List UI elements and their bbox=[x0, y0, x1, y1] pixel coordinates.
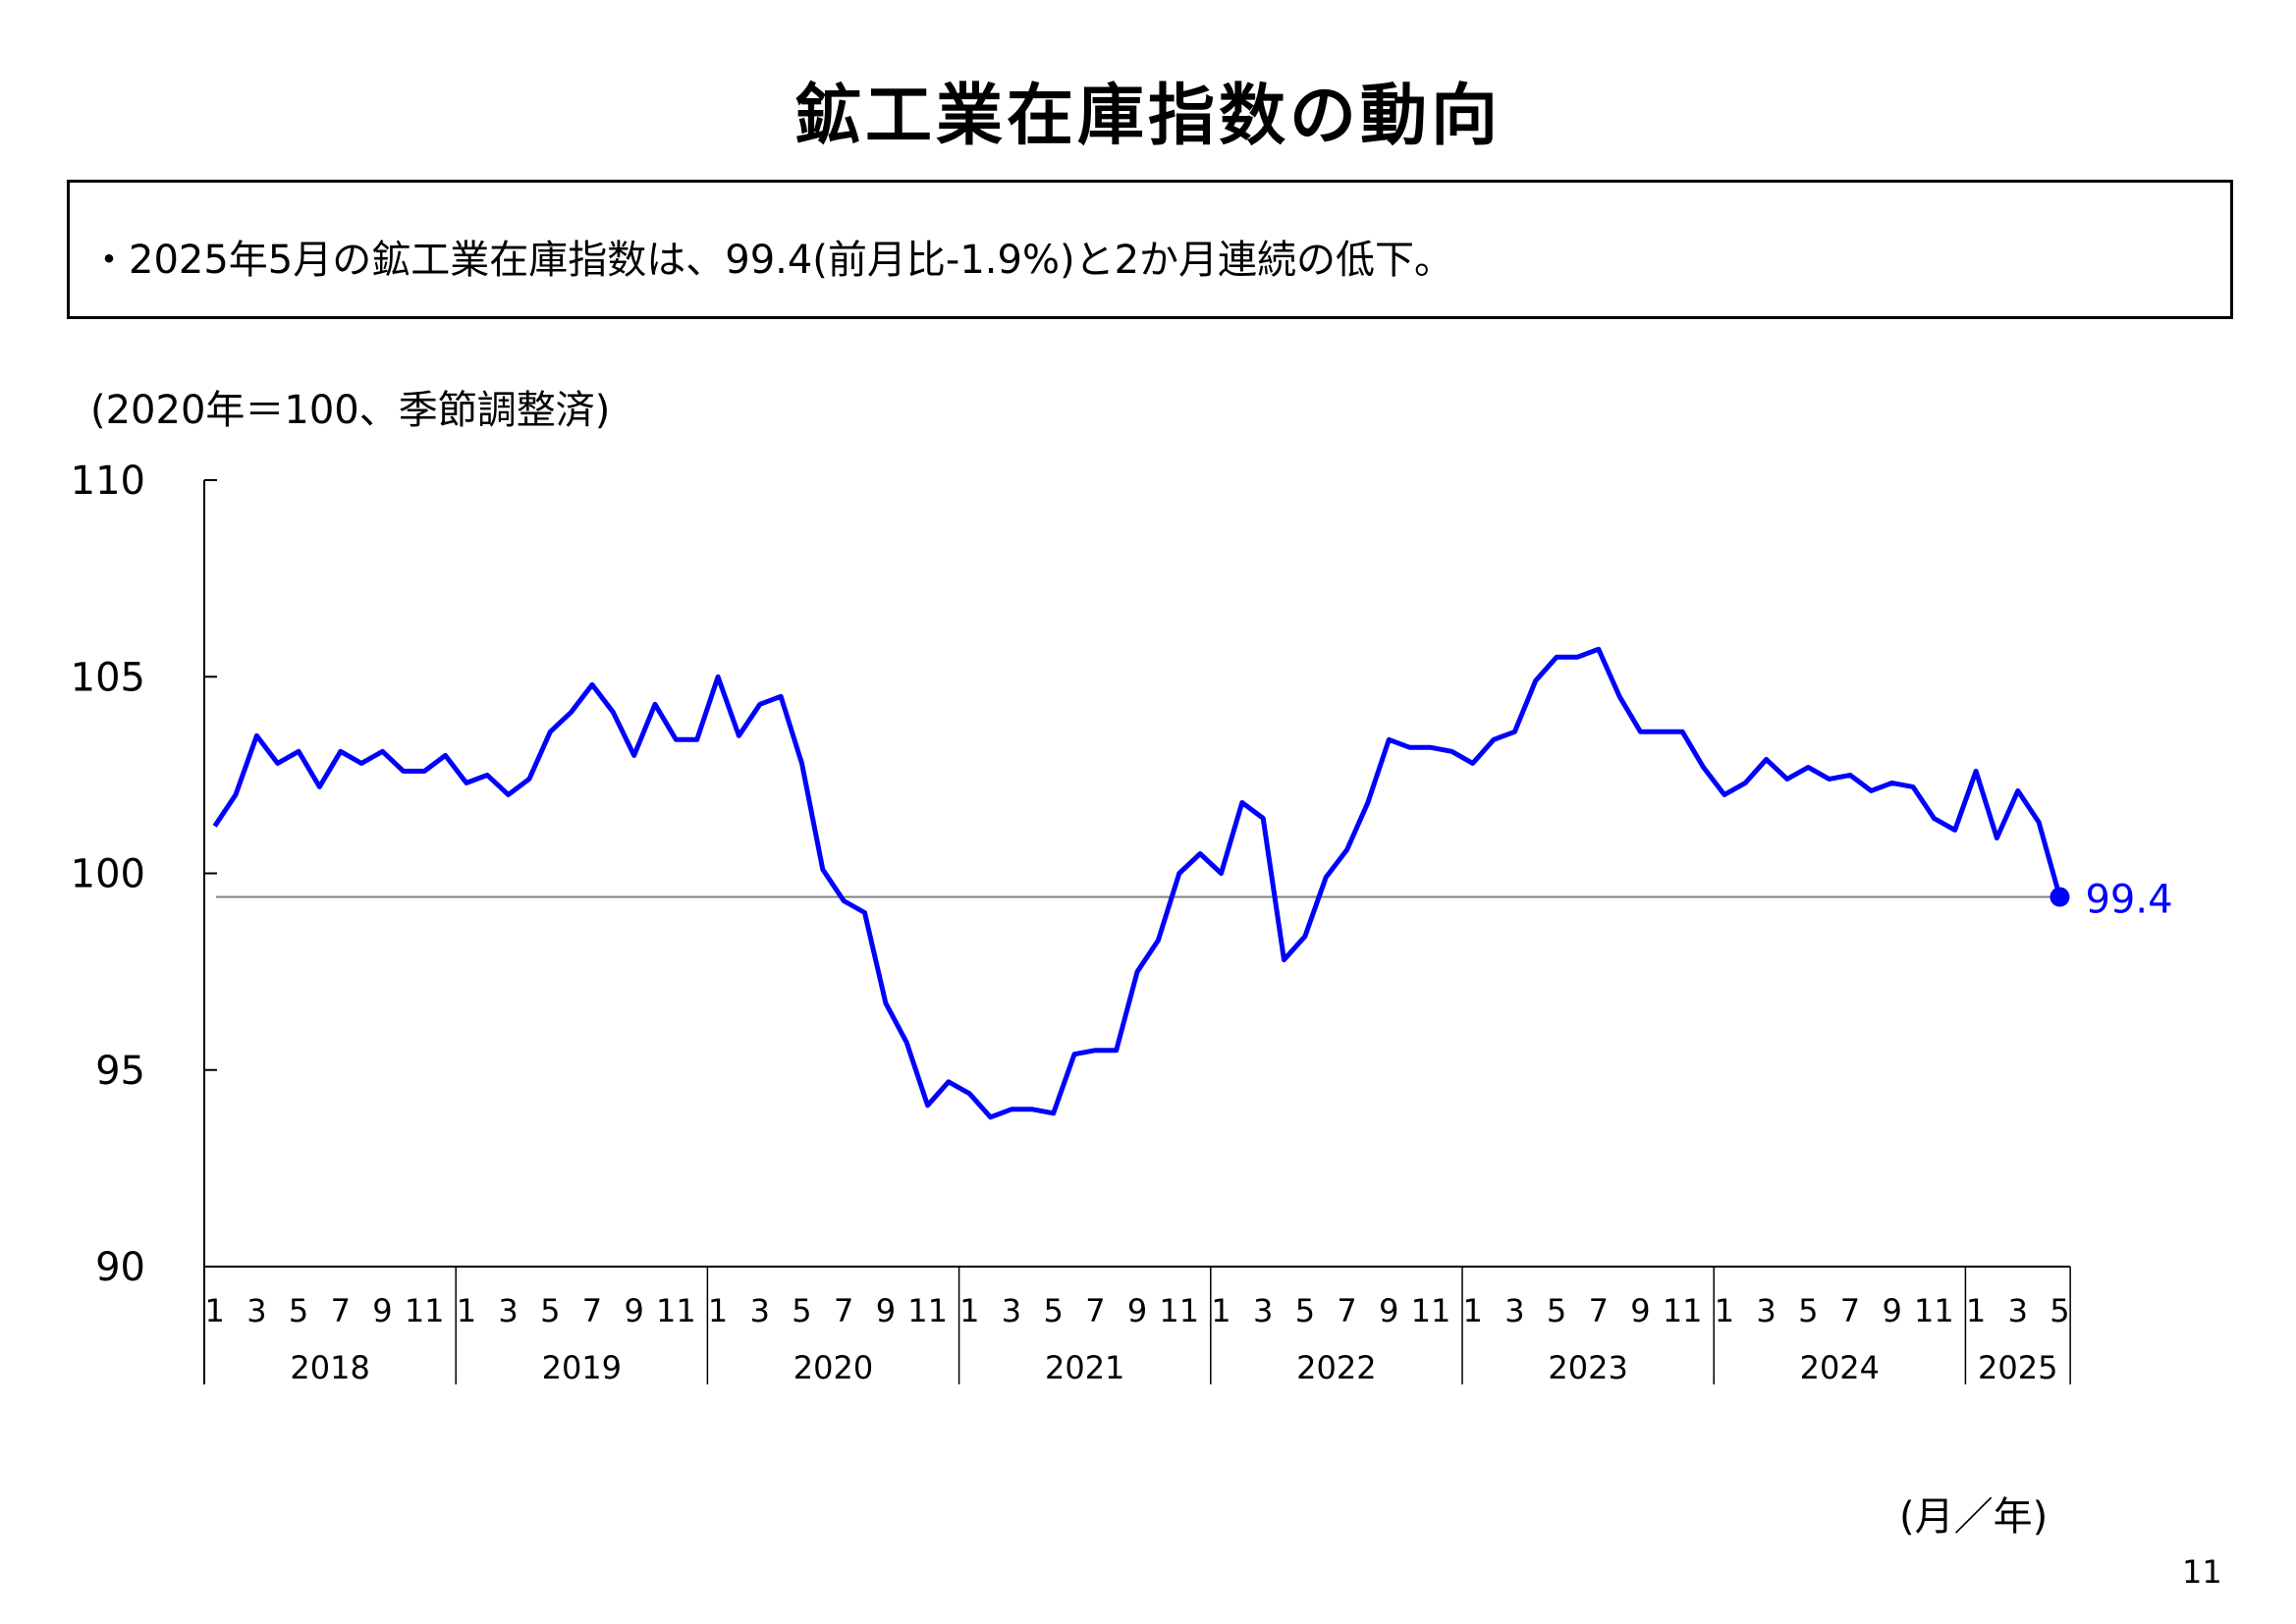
y-axis-unit-label: (2020年＝100、季節調整済) bbox=[90, 388, 611, 433]
month-tick-label: 1 bbox=[959, 1292, 979, 1329]
month-tick-label: 11 bbox=[907, 1292, 948, 1329]
month-tick-label: 1 bbox=[708, 1292, 728, 1329]
month-tick-label: 7 bbox=[1589, 1292, 1609, 1329]
y-tick-label: 110 bbox=[71, 459, 145, 504]
month-tick-label: 3 bbox=[1504, 1292, 1524, 1329]
month-tick-label: 3 bbox=[2008, 1292, 2028, 1329]
month-tick-label: 1 bbox=[1966, 1292, 1986, 1329]
month-tick-label: 3 bbox=[1756, 1292, 1776, 1329]
month-tick-label: 1 bbox=[1211, 1292, 1230, 1329]
series-line bbox=[212, 646, 2062, 1120]
month-tick-label: 1 bbox=[1462, 1292, 1482, 1329]
month-tick-label: 3 bbox=[246, 1292, 266, 1329]
month-tick-label: 5 bbox=[2050, 1292, 2069, 1329]
month-tick-label: 3 bbox=[498, 1292, 518, 1329]
year-label: 2021 bbox=[1045, 1349, 1124, 1386]
month-tick-label: 9 bbox=[876, 1292, 896, 1329]
month-tick-label: 11 bbox=[656, 1292, 696, 1329]
year-label: 2022 bbox=[1296, 1349, 1376, 1386]
year-label: 2024 bbox=[1800, 1349, 1880, 1386]
month-tick-label: 9 bbox=[1882, 1292, 1901, 1329]
summary-text: ・2025年5月の鉱工業在庫指数は、99.4(前月比-1.9%)と2か月連続の低… bbox=[89, 238, 1454, 283]
month-tick-label: 9 bbox=[624, 1292, 643, 1329]
month-tick-label: 11 bbox=[405, 1292, 445, 1329]
month-tick-label: 9 bbox=[1127, 1292, 1147, 1329]
month-tick-label: 9 bbox=[372, 1292, 392, 1329]
month-tick-label: 11 bbox=[1159, 1292, 1199, 1329]
month-tick-label: 7 bbox=[1085, 1292, 1105, 1329]
year-label: 2020 bbox=[793, 1349, 873, 1386]
month-tick-label: 11 bbox=[1663, 1292, 1703, 1329]
y-tick-label: 100 bbox=[71, 852, 145, 897]
year-label: 2025 bbox=[1978, 1349, 2057, 1386]
month-tick-label: 7 bbox=[834, 1292, 853, 1329]
x-axis-unit-label: (月／年) bbox=[1899, 1494, 2049, 1540]
month-tick-label: 5 bbox=[792, 1292, 811, 1329]
month-tick-label: 11 bbox=[1411, 1292, 1451, 1329]
month-tick-label: 11 bbox=[1914, 1292, 1954, 1329]
month-tick-label: 5 bbox=[1043, 1292, 1063, 1329]
summary-box: ・2025年5月の鉱工業在庫指数は、99.4(前月比-1.9%)と2か月連続の低… bbox=[67, 180, 2233, 319]
month-tick-label: 7 bbox=[582, 1292, 602, 1329]
month-tick-label: 5 bbox=[1547, 1292, 1566, 1329]
month-tick-label: 5 bbox=[540, 1292, 560, 1329]
month-tick-label: 3 bbox=[750, 1292, 770, 1329]
month-tick-label: 7 bbox=[331, 1292, 351, 1329]
month-tick-label: 7 bbox=[1840, 1292, 1860, 1329]
page-title: 鉱工業在庫指数の動向 bbox=[793, 78, 1502, 155]
month-tick-label: 5 bbox=[289, 1292, 308, 1329]
month-tick-label: 7 bbox=[1337, 1292, 1356, 1329]
year-label: 2018 bbox=[290, 1349, 369, 1386]
month-tick-label: 1 bbox=[1715, 1292, 1734, 1329]
month-tick-label: 5 bbox=[1798, 1292, 1818, 1329]
page-number: 11 bbox=[2182, 1553, 2222, 1591]
month-tick-label: 9 bbox=[1630, 1292, 1650, 1329]
y-tick-label: 105 bbox=[71, 655, 145, 700]
year-label: 2023 bbox=[1548, 1349, 1627, 1386]
month-tick-label: 3 bbox=[1002, 1292, 1021, 1329]
month-tick-label: 1 bbox=[204, 1292, 224, 1329]
last-value-marker bbox=[2050, 887, 2070, 907]
y-tick-label: 95 bbox=[95, 1049, 145, 1094]
year-label: 2019 bbox=[542, 1349, 622, 1386]
month-tick-label: 5 bbox=[1295, 1292, 1315, 1329]
month-tick-label: 9 bbox=[1379, 1292, 1398, 1329]
y-tick-label: 90 bbox=[95, 1245, 145, 1290]
last-value-label: 99.4 bbox=[2085, 878, 2172, 923]
month-tick-label: 3 bbox=[1253, 1292, 1273, 1329]
month-tick-label: 1 bbox=[457, 1292, 476, 1329]
